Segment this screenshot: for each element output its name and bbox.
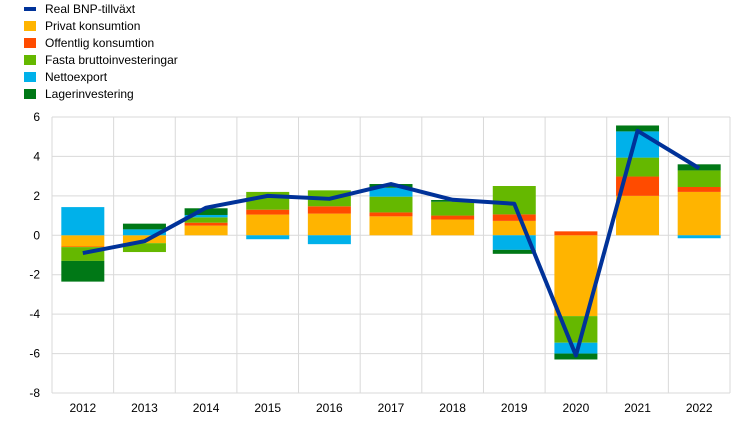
legend-label: Nettoexport [45,69,108,84]
legend-item: Fasta bruttoinvesteringar [24,51,178,68]
x-tick-label: 2016 [316,401,343,415]
bar-segment [492,214,536,221]
x-tick-label: 2020 [563,401,590,415]
bar-segment [677,170,721,187]
legend-label: Offentlig konsumtion [45,35,155,50]
legend-swatch [24,54,36,65]
y-tick-label: 0 [33,228,40,242]
bar-segment [492,186,536,215]
y-tick-label: 4 [33,149,40,163]
bar-segment [369,212,413,217]
bar-segment [246,209,290,215]
bar-segment [184,214,228,218]
bar-segment [122,243,166,253]
bar-segment [492,249,536,254]
x-tick-label: 2017 [378,401,405,415]
legend-item: Nettoexport [24,68,178,85]
bar-segment [122,223,166,230]
x-tick-label: 2012 [69,401,96,415]
legend-swatch [24,20,36,31]
bar-segment [246,214,290,236]
bar-segment [184,222,228,226]
bar-segment [431,201,475,216]
x-tick-label: 2019 [501,401,528,415]
bar-segment [616,157,660,177]
legend-label: Lagerinvestering [45,86,134,101]
bar-segment [677,235,721,239]
x-tick-label: 2018 [439,401,466,415]
x-tick-label: 2013 [131,401,158,415]
legend-item: Privat konsumtion [24,17,178,34]
legend-item: Offentlig konsumtion [24,34,178,51]
x-tick-label: 2021 [624,401,651,415]
y-tick-label: -2 [29,268,40,282]
bar-segment [61,246,105,248]
bar-segment [677,191,721,236]
legend-swatch [24,37,36,48]
bar-segment [122,229,166,236]
legend-swatch [24,6,36,11]
bar-segment [246,235,290,240]
legend-swatch [24,71,36,82]
bar-segment [61,235,105,247]
bar-segment [431,219,475,236]
bar-segment [184,217,228,223]
bar-segment [369,216,413,236]
line-series [82,128,701,358]
bar-segment [307,235,351,245]
legend-swatch [24,88,36,99]
bar-segment [61,207,105,236]
bar-segment [492,235,536,250]
bar-segment [677,186,721,192]
bar-segment [307,206,351,214]
bar-segment [616,176,660,196]
legend-label: Real BNP-tillväxt [45,1,136,16]
bar-segment [492,220,536,236]
legend-label: Fasta bruttoinvesteringar [45,52,178,67]
bar-segment [616,125,660,132]
y-tick-label: 6 [33,110,40,124]
bar-segment [369,196,413,213]
legend-item: Lagerinvestering [24,85,178,102]
x-tick-label: 2015 [254,401,281,415]
bar-segment [554,231,598,236]
legend-label: Privat konsumtion [45,18,141,33]
legend: Real BNP-tillväxt Privat konsumtion Offe… [24,0,178,102]
bar-segment [61,260,105,282]
bar-segment [369,187,413,197]
bar-segment [307,213,351,236]
bar-segment [184,208,228,215]
bar-segment [616,195,660,236]
bar-segment [184,225,228,236]
y-tick-label: 2 [33,189,40,203]
legend-item-line: Real BNP-tillväxt [24,0,178,17]
y-tick-label: -4 [29,307,40,321]
x-tick-label: 2022 [686,401,713,415]
x-tick-label: 2014 [193,401,220,415]
y-tick-label: -8 [29,386,40,400]
bar-segment [431,215,475,220]
y-tick-label: -6 [29,347,40,361]
